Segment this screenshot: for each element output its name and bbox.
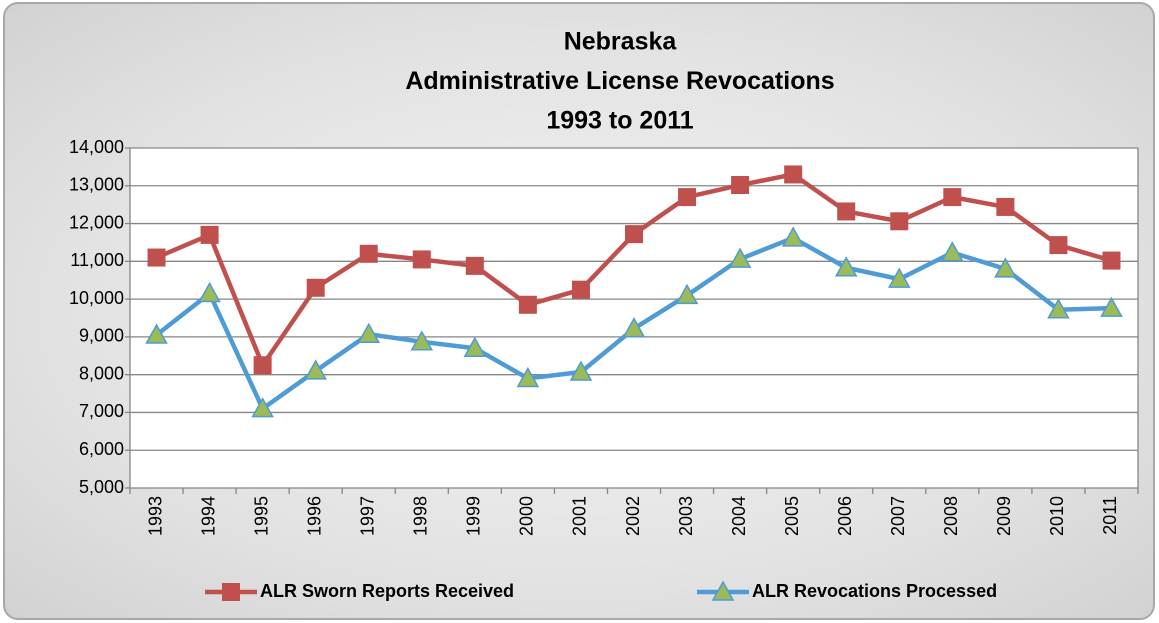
marker [1100,296,1123,317]
x-tick-label: 1998 [411,496,431,536]
y-tick-label: 6,000 [79,439,124,459]
x-tick-label: 2011 [1100,496,1120,535]
marker [465,256,484,275]
x-tick-label: 2002 [623,496,643,536]
chart-title: Nebraska [564,28,678,56]
marker [994,257,1017,278]
marker [675,283,699,305]
marker [145,323,168,344]
x-tick-label: 2001 [570,496,590,536]
marker [253,356,272,375]
marker [222,583,240,601]
marker [731,176,750,195]
series [147,165,1121,375]
marker [569,360,593,381]
marker [1102,251,1121,270]
marker [198,281,221,303]
marker [728,247,752,268]
x-tick-label: 2009 [994,496,1014,536]
marker [678,188,697,207]
x-tick-label: 1995 [251,496,271,536]
marker [516,366,540,388]
y-tick-label: 9,000 [79,326,124,346]
y-tick-label: 13,000 [69,175,124,195]
marker [518,295,537,314]
marker [1049,236,1068,255]
marker [357,322,381,343]
marker [1047,298,1070,319]
marker [711,580,735,601]
marker [463,336,487,357]
x-tick-label: 1994 [198,496,218,536]
marker [622,317,646,338]
marker [781,226,805,247]
series [145,226,1123,418]
x-tick-label: 2008 [941,496,961,536]
marker [996,197,1015,216]
x-tick-label: 2003 [676,496,696,536]
y-tick-label: 8,000 [79,363,124,383]
marker [306,278,325,297]
x-tick-label: 1999 [464,496,484,536]
marker [304,359,327,380]
marker [200,225,219,244]
x-tick-label: 2004 [729,496,749,536]
marker [251,397,274,418]
marker [147,248,166,267]
marker [941,241,964,262]
x-tick-label: 1996 [304,496,324,536]
y-tick-label: 10,000 [69,288,124,308]
legend-label: ALR Revocations Processed [752,581,997,601]
y-tick-label: 14,000 [69,137,124,157]
marker [571,280,590,299]
x-tick-label: 2006 [835,496,855,536]
y-tick-label: 11,000 [70,250,124,270]
marker [410,330,434,351]
marker [625,225,643,244]
x-tick-label: 2007 [888,496,908,536]
legend-label: ALR Sworn Reports Received [260,581,514,601]
x-tick-label: 2005 [782,496,802,536]
x-tick-label: 1993 [145,496,165,536]
marker [359,244,378,263]
chart-title: Administrative License Revocations [405,67,834,95]
marker [412,250,431,269]
x-tick-label: 2000 [517,496,537,536]
y-tick-label: 12,000 [69,212,124,232]
y-tick-label: 7,000 [79,401,124,421]
y-tick-label: 5,000 [79,477,124,497]
marker [943,188,962,207]
x-tick-label: 1997 [357,496,377,536]
marker [890,212,909,231]
marker [837,202,856,221]
x-tick-label: 2010 [1047,496,1067,536]
chart-title: 1993 to 2011 [546,107,693,135]
marker [887,267,911,288]
marker [834,256,858,277]
marker [784,165,803,184]
